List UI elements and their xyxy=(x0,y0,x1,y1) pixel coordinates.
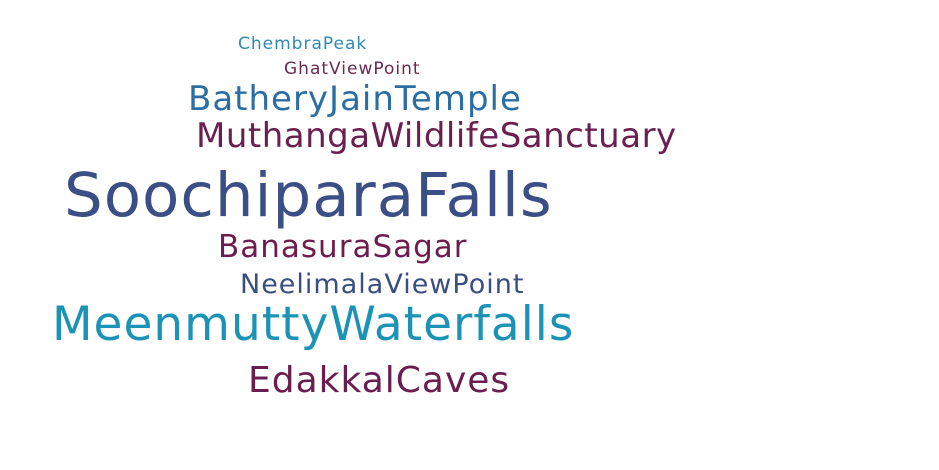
word-banasura-sagar: BanasuraSagar xyxy=(218,229,468,265)
word-edakkal-caves: EdakkalCaves xyxy=(248,360,511,401)
word-chembra-peak: ChembraPeak xyxy=(238,34,368,54)
word-bathery-jain-temple: BatheryJainTemple xyxy=(188,79,522,119)
word-soochipara-falls: SoochiparaFalls xyxy=(64,160,553,231)
word-muthanga-wildlife-sanctuary: MuthangaWildlifeSanctuary xyxy=(196,116,677,156)
word-neelimala-view-point: NeelimalaViewPoint xyxy=(240,269,525,300)
word-ghat-view-point: GhatViewPoint xyxy=(284,59,421,79)
word-meenmutty-waterfalls: MeenmuttyWaterfalls xyxy=(52,297,575,352)
